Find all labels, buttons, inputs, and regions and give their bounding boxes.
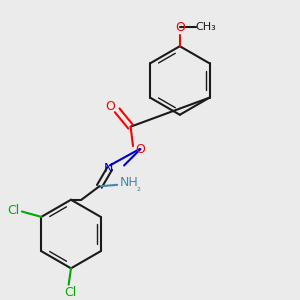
Text: Cl: Cl <box>64 286 76 299</box>
Text: NH: NH <box>120 176 139 189</box>
Text: ₂: ₂ <box>137 183 141 193</box>
Text: O: O <box>136 142 146 156</box>
Text: O: O <box>106 100 116 113</box>
Text: CH₃: CH₃ <box>195 22 216 32</box>
Text: O: O <box>175 21 185 34</box>
Text: Cl: Cl <box>7 203 19 217</box>
Text: N: N <box>103 162 113 175</box>
